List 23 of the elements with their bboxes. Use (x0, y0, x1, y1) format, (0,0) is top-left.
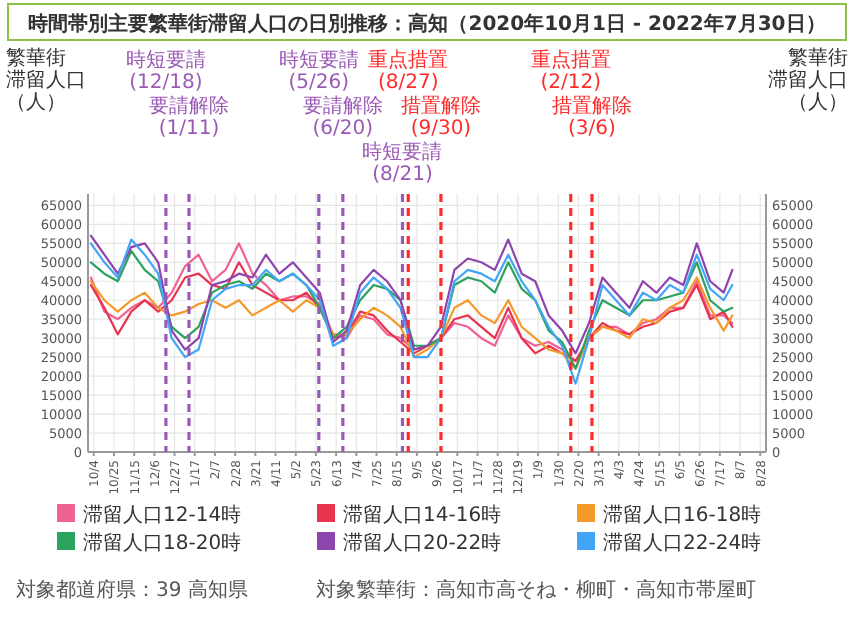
ref-line-label: 時短要請(5/26) (278, 48, 359, 94)
legend-label: 滞留人口12-14時 (83, 503, 242, 527)
ref-line-label: 要請解除(6/20) (302, 94, 383, 140)
line-series (89, 238, 734, 385)
chart-title: 時間帯別主要繁華街滞留人口の日別推移：高知（2020年10月1日 - 2022年7月30日） (28, 12, 826, 36)
ref-line-label: 時短要請(8/21) (362, 140, 443, 186)
legend-label: 滞留人口20-22時 (343, 531, 502, 555)
ref-line-label: 重点措置(8/27) (368, 48, 449, 94)
line-series (89, 276, 734, 370)
ref-line-label: 措置解除(9/30) (400, 94, 481, 140)
legend-label: 滞留人口18-20時 (83, 531, 242, 555)
legend-label: 滞留人口14-16時 (343, 503, 502, 527)
text: 対象都道府県：39 高知県 (16, 578, 248, 602)
ref-line-label: 時短要請(12/18) (125, 48, 206, 94)
ref-line-label: 重点措置(2/12) (530, 48, 611, 94)
text: 対象繁華街：高知市高そね・柳町・高知市帯屋町 (316, 578, 756, 602)
legend-label: 滞留人口22-24時 (603, 531, 762, 555)
ref-line-label: 措置解除(3/6) (551, 94, 632, 140)
legend-label: 滞留人口16-18時 (603, 503, 762, 527)
line-series (89, 261, 734, 363)
y-axis-title: 繁華街滞留人口（人） (6, 46, 86, 114)
y2-axis-title: 繁華街滞留人口（人） (768, 46, 848, 114)
ref-line-label: 要請解除(1/11) (148, 94, 229, 140)
